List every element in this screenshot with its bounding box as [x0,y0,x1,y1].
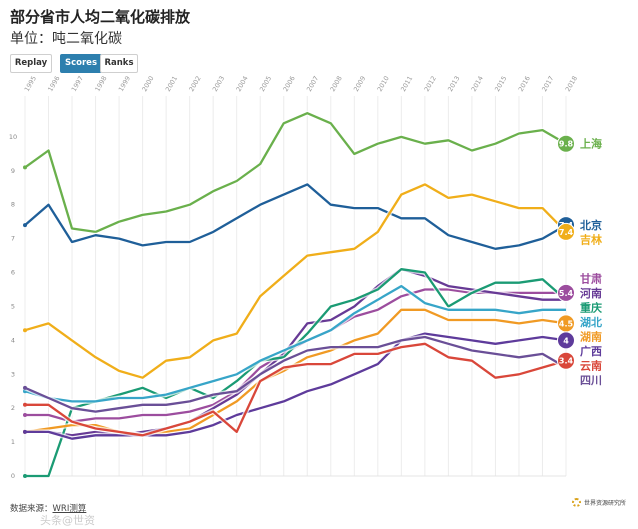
series-label-重庆: 重庆 [580,301,602,315]
source-link[interactable]: WRI测算 [52,504,87,514]
x-axis: 1995 1996 1997 1998 1999 2000 2001 2002 2003 2004… [23,75,579,93]
y-tick-label: 2 [11,404,15,412]
series-label-甘肃: 甘肃 [580,272,602,286]
y-tick-label: 7 [11,235,15,243]
series-line-北京 [24,183,567,250]
end-badge-value-甘肃: 5.4 [559,289,574,298]
wri-logo-icon [571,498,581,507]
series-start-point-云南 [23,402,27,407]
end-badge-云南 [557,351,575,370]
x-tick-label: 2017 [540,75,555,93]
series-label-广西: 广西 [580,344,602,358]
y-tick-label: 8 [11,201,15,209]
y-tick-label: 0 [11,472,15,480]
series-label-上海: 上海 [580,137,602,151]
series-start-point-甘肃 [23,412,27,417]
chart-subtitle: 单位：吨二氧化碳 [10,31,122,47]
y-axis: 0 1 2 3 4 5 6 7 8 9 10 [9,133,17,480]
series-start-point-吉林 [23,328,27,333]
y-tick-label: 9 [11,167,15,175]
x-tick-label: 1998 [93,75,108,93]
series-start-point-重庆 [23,474,27,478]
end-badge-value-上海: 9.8 [559,140,574,149]
end-badge-value-湖南: 4.5 [559,319,574,328]
ranks-button[interactable]: Ranks [100,54,138,73]
x-tick-label: 2001 [164,75,179,93]
x-tick-label: 1999 [117,75,132,93]
series-label-北京: 北京 [580,218,602,232]
series-line-吉林 [24,183,567,379]
source-note: 数据来源：WRI测算 [10,502,86,514]
x-tick-label: 2003 [211,75,226,93]
watermark: 头条@世资 [40,514,95,527]
end-badge-value-吉林: 7.4 [559,228,574,237]
series-start-point-广西 [23,429,27,434]
x-tick-label: 2016 [517,75,532,93]
x-tick-label: 1995 [23,75,38,93]
end-badge-甘肃 [557,283,575,302]
y-tick-label: 10 [9,133,17,141]
logo-text: 世界资源研究所 [583,500,626,507]
x-tick-label: 2007 [305,75,320,93]
end-badges: 9.87.47.45.44.543.4 [557,134,575,370]
series-line-湖北 [24,284,566,403]
series-label-湖南: 湖南 [580,330,602,344]
end-badge-上海 [557,134,575,153]
x-tick-label: 2015 [493,75,508,93]
x-tick-label: 2005 [258,75,273,93]
x-tick-label: 2013 [446,75,461,93]
series-lines [23,110,568,479]
x-tick-label: 2018 [564,75,579,93]
series-start-point-四川 [23,385,27,390]
x-tick-label: 2011 [399,75,414,93]
x-tick-label: 2010 [376,75,391,93]
y-tick-label: 3 [11,370,15,378]
series-line-四川 [24,335,567,413]
y-tick-label: 4 [11,336,15,344]
y-tick-label: 6 [11,269,15,277]
x-tick-label: 1996 [46,75,61,93]
series-halo-上海 [23,110,568,235]
source-label: 数据来源： [10,504,53,514]
replay-button[interactable]: Replay [10,54,52,73]
x-tick-label: 2006 [282,75,297,93]
series-line-上海 [24,112,567,234]
end-badge-吉林 [557,222,575,241]
x-tick-label: 2014 [470,75,485,93]
series-start-point-北京 [23,223,27,228]
series-label-吉林: 吉林 [580,233,602,247]
series-label-四川: 四川 [580,374,602,387]
x-tick-label: 1997 [70,75,85,93]
series-label-云南: 云南 [580,359,602,373]
end-badge-广西 [557,331,575,350]
series-label-河南: 河南 [580,286,602,300]
y-tick-label: 5 [11,302,15,310]
wri-logo: 世界资源研究所 [571,498,626,507]
series-label-湖北: 湖北 [580,315,602,329]
x-tick-label: 2004 [234,75,249,93]
series-line-云南 [25,342,567,437]
x-tick-label: 2002 [187,75,202,93]
series-halo-北京 [23,181,568,252]
y-tick-label: 1 [11,438,15,446]
chart-title: 部分省市人均二氧化碳排放 [10,8,191,26]
series-line-广西 [25,332,567,440]
series-start-point-上海 [23,165,27,170]
end-badge-value-广西: 4 [563,336,569,345]
x-tick-label: 2012 [423,75,438,93]
x-tick-label: 2008 [329,75,344,93]
x-tick-label: 2000 [140,75,155,93]
x-tick-label: 2009 [352,75,367,93]
end-badge-value-云南: 3.4 [559,357,574,366]
